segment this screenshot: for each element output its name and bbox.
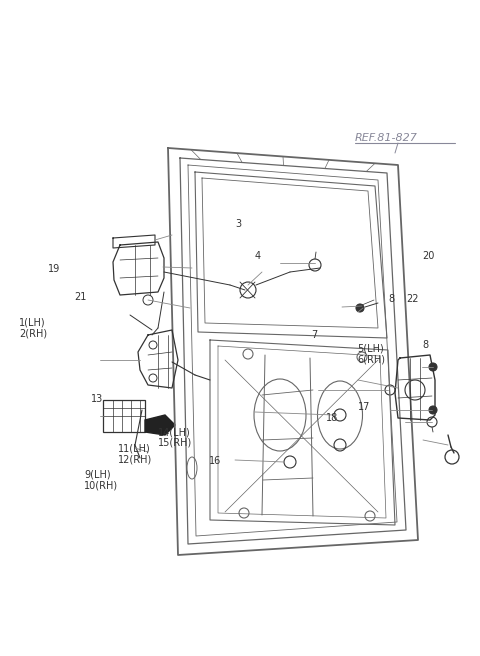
Text: 5(LH): 5(LH) — [358, 344, 384, 354]
Text: 11(LH): 11(LH) — [118, 443, 150, 454]
Text: 12(RH): 12(RH) — [118, 454, 152, 464]
Text: 13: 13 — [91, 394, 104, 404]
Text: 7: 7 — [311, 329, 317, 340]
Bar — [103, 400, 145, 432]
Circle shape — [356, 304, 364, 312]
Text: 8: 8 — [422, 340, 429, 350]
Text: 8: 8 — [389, 294, 395, 304]
Text: 6(RH): 6(RH) — [358, 354, 385, 365]
Text: 21: 21 — [74, 291, 87, 302]
Text: 16: 16 — [209, 456, 221, 466]
Text: 19: 19 — [48, 264, 60, 274]
Text: 1(LH): 1(LH) — [19, 318, 46, 328]
Text: 18: 18 — [326, 413, 339, 423]
Circle shape — [429, 406, 437, 414]
Text: REF.81-827: REF.81-827 — [355, 133, 418, 143]
Text: 14(LH): 14(LH) — [158, 427, 191, 438]
Circle shape — [429, 363, 437, 371]
Text: 22: 22 — [407, 294, 419, 304]
Text: 20: 20 — [422, 251, 435, 261]
Polygon shape — [145, 415, 175, 435]
Text: 10(RH): 10(RH) — [84, 480, 118, 491]
Text: 9(LH): 9(LH) — [84, 470, 110, 480]
Text: 17: 17 — [358, 401, 370, 412]
Text: 3: 3 — [235, 219, 241, 230]
Text: 4: 4 — [254, 251, 261, 261]
Text: 15(RH): 15(RH) — [158, 438, 192, 448]
Text: 2(RH): 2(RH) — [19, 328, 48, 338]
